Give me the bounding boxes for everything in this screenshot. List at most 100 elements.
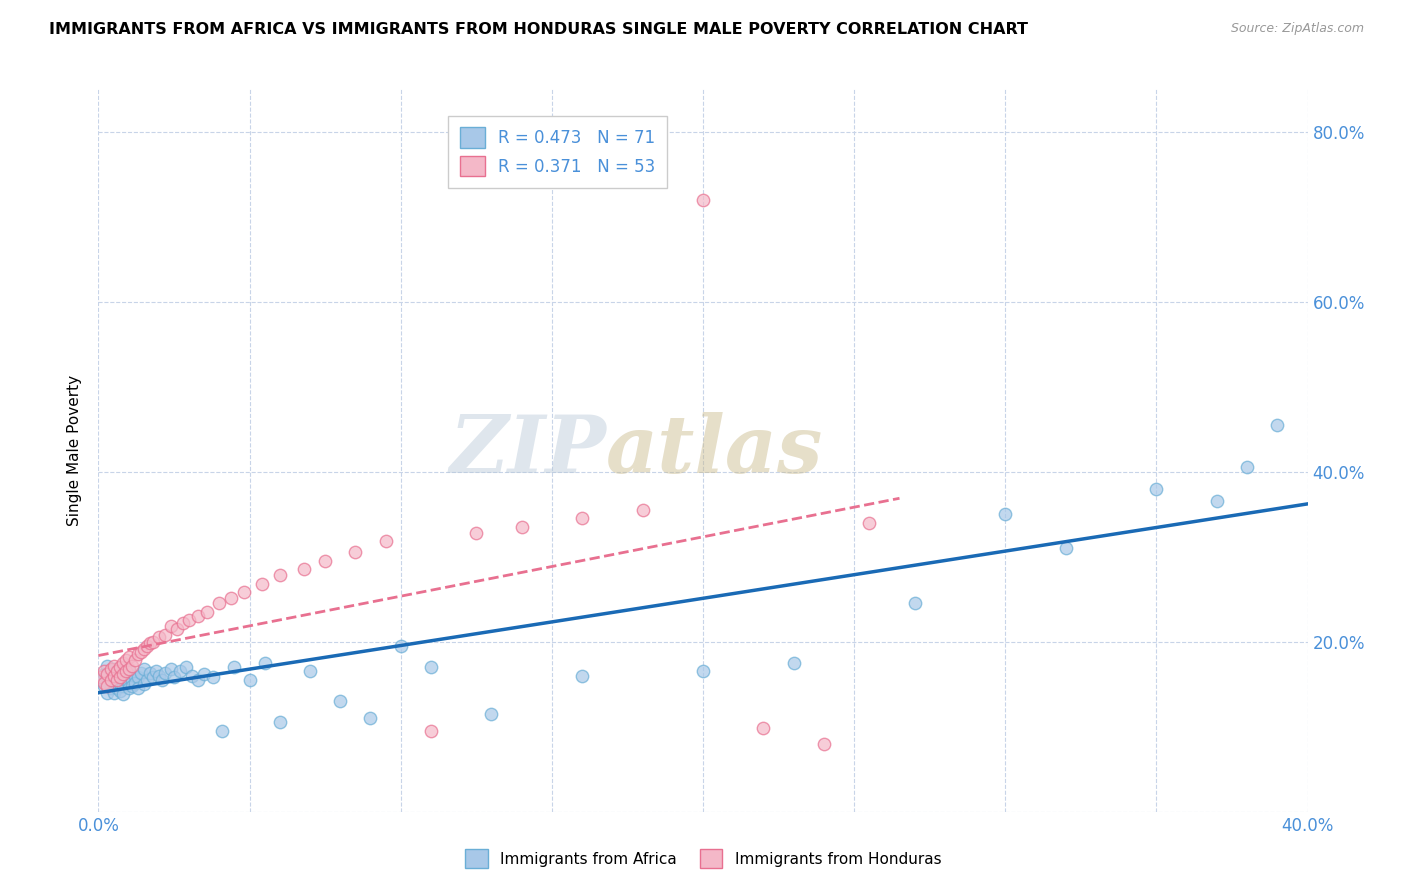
Point: [420, 723, 443, 738]
Point: [1206, 494, 1229, 508]
Point: [148, 669, 170, 683]
Point: [96, 670, 118, 684]
Point: [150, 673, 173, 687]
Point: [103, 686, 125, 700]
Point: [153, 628, 176, 642]
Point: [111, 679, 134, 693]
Point: [374, 534, 396, 549]
Point: [481, 706, 503, 721]
Point: [169, 665, 191, 679]
Point: [135, 639, 157, 653]
Point: [211, 723, 233, 738]
Point: [813, 737, 835, 751]
Point: [129, 666, 152, 681]
Point: [174, 660, 197, 674]
Point: [692, 193, 714, 207]
Point: [132, 641, 155, 656]
Point: [124, 653, 146, 667]
Point: [105, 665, 128, 679]
Point: [118, 681, 141, 696]
Point: [904, 597, 927, 611]
Point: [93, 665, 115, 679]
Point: [105, 665, 128, 679]
Legend: R = 0.473   N = 71, R = 0.371   N = 53: R = 0.473 N = 71, R = 0.371 N = 53: [449, 116, 668, 188]
Point: [132, 662, 155, 676]
Point: [195, 605, 218, 619]
Point: [108, 675, 131, 690]
Point: [100, 673, 122, 687]
Point: [187, 673, 209, 687]
Point: [510, 520, 533, 534]
Point: [118, 662, 141, 676]
Point: [103, 658, 125, 673]
Text: atlas: atlas: [606, 412, 824, 489]
Point: [135, 673, 157, 687]
Point: [465, 525, 488, 540]
Point: [108, 684, 131, 698]
Point: [127, 670, 149, 684]
Point: [127, 648, 149, 662]
Point: [1054, 541, 1077, 556]
Point: [96, 679, 118, 693]
Point: [224, 660, 246, 674]
Point: [160, 662, 183, 676]
Point: [142, 670, 165, 684]
Point: [114, 653, 136, 667]
Point: [153, 666, 176, 681]
Point: [692, 665, 714, 679]
Point: [208, 597, 231, 611]
Text: Source: ZipAtlas.com: Source: ZipAtlas.com: [1230, 22, 1364, 36]
Point: [631, 503, 654, 517]
Y-axis label: Single Male Poverty: Single Male Poverty: [67, 375, 83, 526]
Point: [292, 562, 315, 576]
Point: [253, 656, 276, 670]
Text: IMMIGRANTS FROM AFRICA VS IMMIGRANTS FROM HONDURAS SINGLE MALE POVERTY CORRELATI: IMMIGRANTS FROM AFRICA VS IMMIGRANTS FRO…: [49, 22, 1028, 37]
Point: [96, 658, 118, 673]
Point: [329, 694, 352, 708]
Point: [96, 667, 118, 681]
Point: [193, 667, 215, 681]
Point: [121, 658, 143, 673]
Point: [172, 615, 194, 630]
Point: [103, 677, 125, 691]
Point: [269, 715, 291, 730]
Point: [239, 673, 262, 687]
Legend: Immigrants from Africa, Immigrants from Honduras: Immigrants from Africa, Immigrants from …: [457, 841, 949, 875]
Point: [232, 585, 254, 599]
Point: [752, 722, 775, 736]
Point: [858, 516, 880, 530]
Point: [111, 656, 134, 670]
Point: [111, 667, 134, 681]
Point: [124, 669, 146, 683]
Point: [783, 656, 806, 670]
Point: [132, 677, 155, 691]
Point: [166, 622, 188, 636]
Point: [114, 673, 136, 687]
Point: [420, 660, 443, 674]
Point: [1144, 482, 1167, 496]
Point: [111, 687, 134, 701]
Point: [121, 673, 143, 687]
Point: [96, 686, 118, 700]
Point: [93, 675, 115, 690]
Point: [160, 619, 183, 633]
Point: [571, 511, 593, 525]
Point: [389, 639, 412, 653]
Point: [114, 665, 136, 679]
Point: [181, 669, 204, 683]
Point: [93, 679, 115, 693]
Point: [100, 681, 122, 696]
Point: [129, 645, 152, 659]
Point: [118, 665, 141, 679]
Point: [103, 662, 125, 676]
Point: [108, 670, 131, 684]
Point: [100, 662, 122, 676]
Point: [105, 673, 128, 687]
Point: [103, 669, 125, 683]
Point: [90, 673, 112, 687]
Point: [105, 681, 128, 696]
Point: [100, 673, 122, 687]
Point: [299, 665, 322, 679]
Point: [139, 666, 162, 681]
Point: [108, 660, 131, 674]
